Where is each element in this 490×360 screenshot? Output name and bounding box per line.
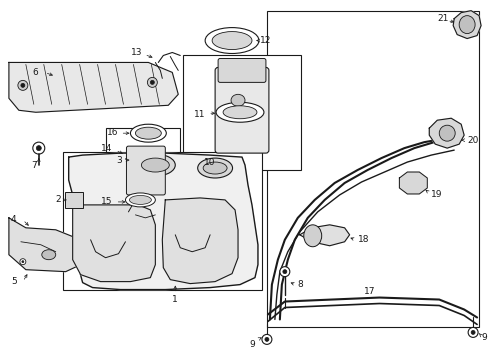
Ellipse shape <box>468 328 478 337</box>
Text: 1: 1 <box>172 295 178 304</box>
Ellipse shape <box>42 250 56 260</box>
Bar <box>63 152 262 289</box>
Ellipse shape <box>304 225 322 247</box>
Ellipse shape <box>147 77 157 87</box>
Polygon shape <box>300 225 349 246</box>
Bar <box>183 55 301 170</box>
Ellipse shape <box>33 142 45 154</box>
Polygon shape <box>69 153 258 289</box>
Polygon shape <box>9 62 178 112</box>
Bar <box>105 128 180 216</box>
Text: 11: 11 <box>194 110 205 119</box>
Text: 19: 19 <box>431 190 443 199</box>
Ellipse shape <box>130 124 166 142</box>
Ellipse shape <box>197 158 233 178</box>
Polygon shape <box>399 172 427 194</box>
Polygon shape <box>453 11 481 39</box>
Ellipse shape <box>22 261 24 263</box>
Text: 10: 10 <box>204 158 215 167</box>
Ellipse shape <box>203 162 227 174</box>
Text: 20: 20 <box>467 136 479 145</box>
Ellipse shape <box>231 94 245 106</box>
Text: 18: 18 <box>358 235 369 244</box>
Ellipse shape <box>262 334 272 345</box>
Ellipse shape <box>18 80 28 90</box>
Text: 5: 5 <box>11 277 17 286</box>
Text: 2: 2 <box>55 195 61 204</box>
Text: 17: 17 <box>364 287 375 296</box>
Polygon shape <box>429 118 464 148</box>
Ellipse shape <box>265 337 269 341</box>
Text: 16: 16 <box>107 128 119 137</box>
FancyBboxPatch shape <box>218 58 266 82</box>
Bar <box>267 11 479 328</box>
Text: 15: 15 <box>101 197 113 206</box>
Ellipse shape <box>471 330 475 334</box>
Ellipse shape <box>129 195 151 204</box>
Bar <box>65 192 83 208</box>
Ellipse shape <box>216 102 264 122</box>
Ellipse shape <box>36 146 41 150</box>
Ellipse shape <box>212 32 252 50</box>
Text: 4: 4 <box>11 215 17 224</box>
Ellipse shape <box>283 270 287 274</box>
Text: 12: 12 <box>260 36 271 45</box>
Polygon shape <box>73 205 155 282</box>
Text: 3: 3 <box>117 156 122 165</box>
Ellipse shape <box>150 80 154 84</box>
Ellipse shape <box>21 84 25 87</box>
Ellipse shape <box>459 15 475 33</box>
Text: 13: 13 <box>131 48 143 57</box>
Text: 21: 21 <box>438 14 449 23</box>
Text: 8: 8 <box>298 280 303 289</box>
Ellipse shape <box>280 267 290 276</box>
FancyBboxPatch shape <box>215 67 269 153</box>
Text: 14: 14 <box>101 144 113 153</box>
Text: 6: 6 <box>33 68 39 77</box>
Ellipse shape <box>223 106 257 119</box>
Ellipse shape <box>125 193 155 207</box>
Ellipse shape <box>142 158 169 172</box>
Text: 9: 9 <box>481 333 487 342</box>
Polygon shape <box>9 218 83 272</box>
Text: 7: 7 <box>31 161 37 170</box>
Ellipse shape <box>205 28 259 54</box>
Ellipse shape <box>439 125 455 141</box>
Ellipse shape <box>135 154 175 176</box>
Text: 9: 9 <box>249 340 255 349</box>
Ellipse shape <box>20 259 26 265</box>
FancyBboxPatch shape <box>126 146 165 195</box>
Ellipse shape <box>135 127 161 139</box>
Polygon shape <box>162 198 238 284</box>
